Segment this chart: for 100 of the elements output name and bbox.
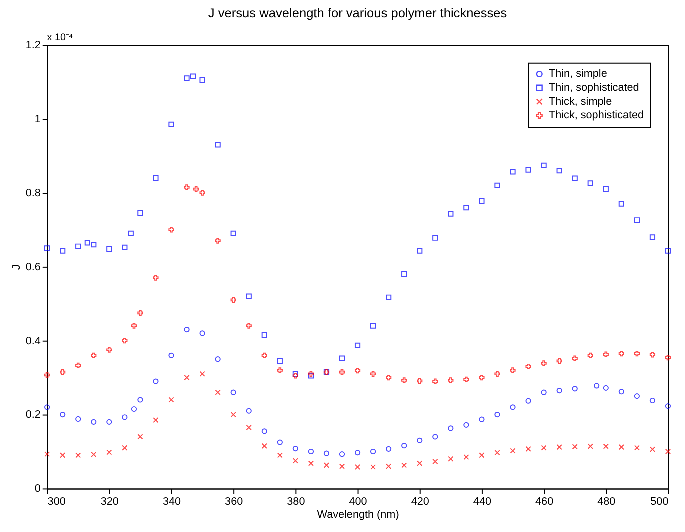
x-tick-label: 380 — [287, 496, 306, 508]
point — [76, 362, 82, 368]
point — [246, 323, 252, 329]
point — [277, 440, 283, 446]
point — [122, 338, 128, 344]
point — [650, 398, 656, 404]
point — [665, 355, 672, 361]
point — [386, 446, 392, 452]
point — [168, 397, 174, 403]
point — [386, 294, 392, 300]
point — [354, 342, 361, 348]
point — [324, 450, 330, 456]
point — [432, 458, 438, 465]
point — [432, 378, 438, 384]
point — [246, 294, 252, 300]
point — [277, 358, 283, 364]
y-tick-label: 1.2 — [26, 40, 41, 52]
point — [339, 452, 346, 458]
point — [84, 240, 90, 246]
point — [448, 456, 454, 462]
y-tick-label: 0.8 — [26, 187, 41, 200]
legend-label: Thin, sophisticated — [548, 82, 640, 94]
point — [464, 454, 470, 460]
point — [339, 369, 346, 376]
point — [370, 464, 376, 470]
y-tick-label: 0.6 — [26, 261, 41, 274]
point — [402, 443, 408, 449]
point — [417, 248, 423, 254]
point — [215, 238, 221, 244]
point — [277, 368, 283, 374]
point — [541, 390, 547, 396]
point — [168, 122, 174, 128]
point — [603, 385, 609, 391]
point — [588, 444, 594, 450]
point — [417, 438, 423, 444]
point — [324, 462, 330, 468]
point — [184, 375, 190, 381]
point — [168, 352, 174, 358]
point — [541, 445, 547, 451]
point — [634, 351, 640, 357]
text: x 10⁻⁴ — [47, 32, 74, 44]
point — [44, 246, 50, 252]
point — [448, 211, 454, 217]
legend-label: Thick, simple — [548, 96, 612, 108]
point — [60, 248, 66, 254]
x-tick-label: 320 — [100, 496, 119, 508]
point — [153, 175, 159, 182]
point — [60, 369, 66, 376]
point — [572, 356, 578, 362]
point — [588, 352, 594, 358]
point — [200, 77, 206, 84]
point — [603, 352, 609, 358]
point — [650, 446, 656, 452]
y-tick-label: 0.2 — [26, 409, 41, 422]
point — [91, 352, 97, 358]
point — [354, 368, 361, 374]
point — [417, 378, 423, 384]
point — [200, 330, 206, 336]
point — [479, 416, 485, 422]
point — [308, 460, 314, 466]
point — [494, 371, 500, 377]
point — [194, 186, 200, 192]
point — [594, 383, 600, 389]
point — [246, 424, 252, 431]
point — [184, 76, 190, 82]
point — [402, 462, 408, 468]
point — [510, 448, 516, 454]
point — [556, 168, 562, 174]
point — [138, 210, 144, 216]
point — [122, 244, 128, 251]
point — [44, 372, 50, 378]
point — [106, 347, 112, 353]
point — [448, 426, 454, 432]
point — [572, 386, 578, 392]
point — [91, 452, 97, 458]
point — [432, 434, 438, 440]
x-tick-label: 340 — [162, 496, 182, 508]
x-tick-label: 420 — [411, 496, 430, 508]
point — [464, 422, 470, 428]
point — [76, 452, 82, 458]
point — [526, 398, 532, 404]
point — [215, 356, 221, 362]
point — [262, 428, 268, 434]
point — [572, 176, 578, 182]
point — [634, 394, 640, 400]
point — [588, 180, 594, 186]
point — [370, 371, 376, 377]
point — [200, 190, 206, 196]
point — [494, 182, 500, 188]
point — [230, 390, 236, 396]
point — [184, 184, 190, 190]
point — [153, 418, 159, 424]
point — [510, 404, 516, 410]
point — [215, 142, 221, 148]
point — [184, 326, 190, 333]
point — [122, 445, 128, 451]
point — [494, 450, 500, 456]
point — [76, 416, 82, 422]
point — [339, 356, 346, 362]
point — [526, 167, 532, 173]
